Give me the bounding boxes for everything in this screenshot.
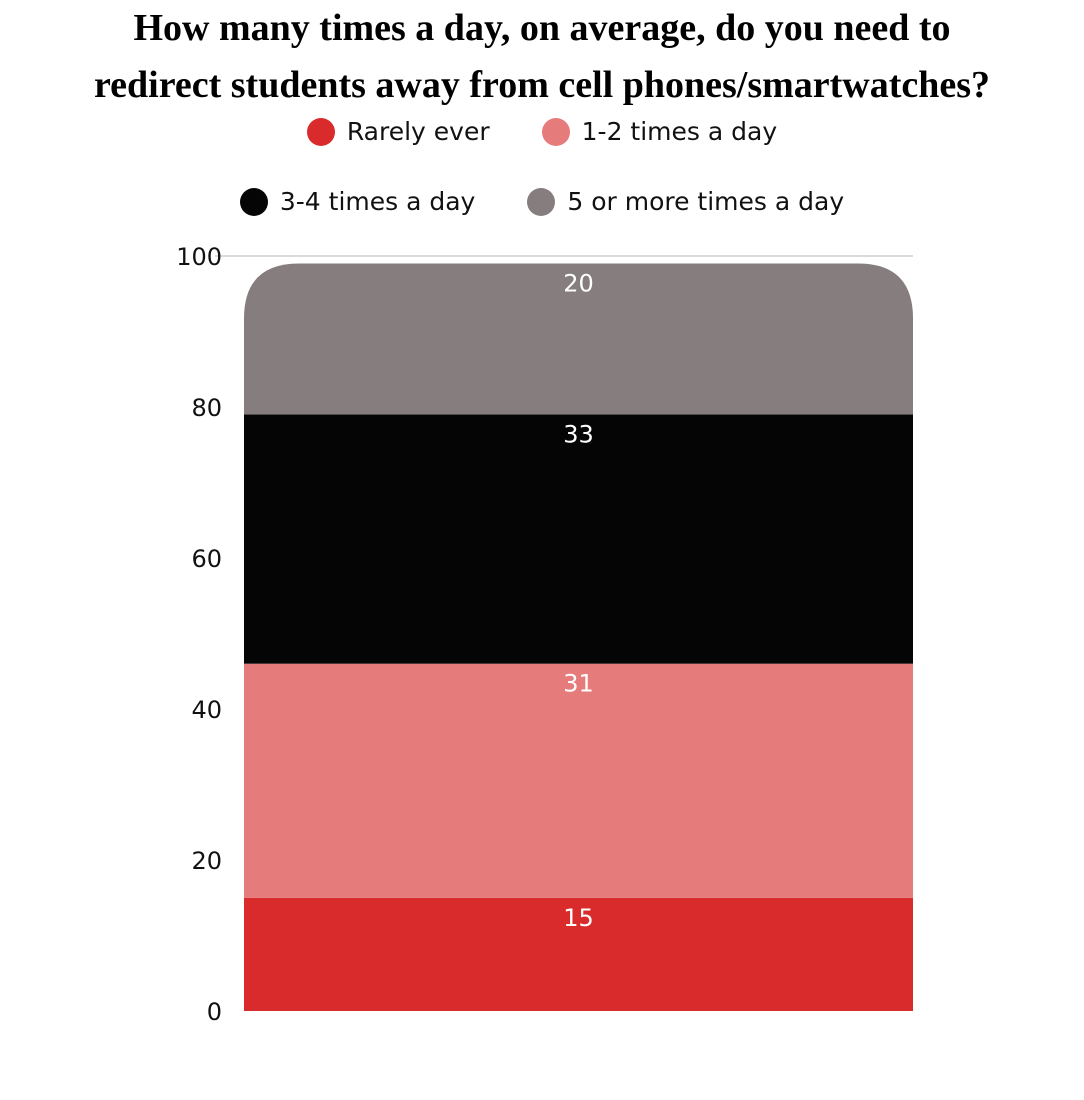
legend-swatch [541, 117, 570, 146]
legend-swatch [527, 187, 556, 216]
data-label: 20 [563, 270, 594, 298]
y-tick-label: 80 [191, 394, 222, 422]
legend-item-5-or-more: 5 or more times a day [527, 187, 844, 216]
title-line-1: How many times a day, on average, do you… [133, 7, 951, 49]
chart-title: How many times a day, on average, do you… [0, 0, 1084, 114]
legend-label: Rarely ever [346, 117, 490, 146]
legend-label: 5 or more times a day [567, 187, 845, 216]
bar-segment [244, 663, 913, 898]
legend-label: 3-4 times a day [279, 187, 476, 216]
bar-segment [244, 263, 913, 415]
data-label: 31 [563, 670, 594, 698]
y-tick-label: 60 [191, 545, 222, 573]
legend-row-2: 3-4 times a day 5 or more times a day [0, 187, 1084, 216]
bar-segment [244, 414, 913, 664]
data-label: 33 [563, 421, 594, 449]
legend-item-rarely-ever: Rarely ever [306, 117, 490, 146]
y-tick-label: 40 [191, 696, 222, 724]
y-tick-label: 0 [207, 998, 222, 1026]
legend-swatch [306, 117, 335, 146]
legend-item-3-4-times: 3-4 times a day [239, 187, 476, 216]
y-tick-label: 100 [176, 243, 222, 271]
data-label: 15 [563, 904, 594, 932]
legend-item-1-2-times: 1-2 times a day [541, 117, 778, 146]
y-tick-label: 20 [191, 847, 222, 875]
legend-row-1: Rarely ever 1-2 times a day [0, 117, 1084, 146]
legend-label: 1-2 times a day [581, 117, 778, 146]
legend-swatch [239, 187, 268, 216]
title-line-2: redirect students away from cell phones/… [93, 64, 991, 106]
